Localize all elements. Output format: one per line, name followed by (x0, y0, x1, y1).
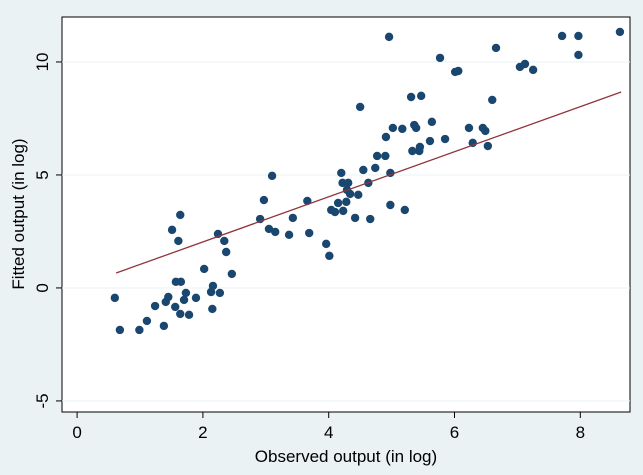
point (176, 309, 185, 319)
x-tick-label: 2 (198, 423, 207, 442)
point (355, 102, 365, 112)
point (464, 123, 474, 133)
point (371, 163, 380, 173)
point (381, 132, 391, 142)
point (135, 325, 144, 335)
point (330, 207, 340, 217)
point (142, 316, 152, 326)
point (615, 27, 625, 37)
point (406, 92, 416, 102)
x-tick-label: 4 (324, 423, 333, 442)
point (483, 141, 493, 151)
point (110, 293, 120, 303)
point (325, 251, 334, 261)
point (333, 198, 343, 208)
point (408, 146, 417, 156)
point (264, 224, 274, 234)
point (574, 50, 583, 60)
point (345, 189, 355, 199)
x-axis-title: Observed output (in log) (255, 447, 437, 466)
point (199, 264, 209, 274)
point (528, 65, 538, 75)
point (350, 213, 360, 223)
point (454, 66, 463, 76)
point (359, 165, 368, 175)
y-tick-label: 5 (33, 170, 52, 179)
point (381, 151, 390, 161)
point (557, 31, 567, 41)
point (305, 228, 314, 238)
point (176, 277, 186, 287)
point (425, 136, 435, 146)
point (208, 281, 218, 291)
point (574, 31, 583, 41)
y-tick-label: 10 (33, 53, 52, 72)
point (344, 178, 353, 188)
point (386, 200, 395, 210)
point (520, 59, 530, 69)
x-tick-label: 6 (450, 423, 459, 442)
point (416, 91, 426, 101)
point (338, 206, 348, 216)
point (400, 205, 410, 215)
point (159, 321, 169, 331)
point (398, 124, 407, 134)
point (220, 236, 229, 246)
point (427, 117, 437, 127)
point (435, 53, 445, 63)
point (366, 214, 375, 224)
point (481, 126, 490, 136)
point (491, 43, 501, 53)
point (184, 310, 194, 320)
point (384, 32, 394, 42)
point (167, 225, 177, 235)
point (342, 197, 351, 207)
y-axis-title: Fitted output (in log) (9, 138, 28, 289)
y-tick-label: -5 (33, 393, 52, 408)
y-tick-label: 0 (33, 283, 52, 292)
point (227, 269, 237, 279)
point (176, 210, 185, 220)
point (372, 151, 382, 161)
point (321, 239, 331, 249)
point (488, 95, 497, 105)
point (164, 292, 173, 302)
point (267, 171, 277, 181)
point (303, 196, 312, 206)
point (115, 325, 125, 335)
point (191, 293, 201, 303)
point (215, 288, 225, 298)
plot-area (61, 16, 631, 413)
point (337, 168, 346, 178)
x-tick-label: 0 (72, 423, 81, 442)
point (440, 134, 450, 144)
point (181, 288, 191, 298)
point (208, 304, 217, 314)
point (271, 227, 280, 237)
point (411, 123, 421, 133)
point (221, 247, 231, 257)
x-tick-label: 8 (576, 423, 585, 442)
point (388, 123, 398, 133)
point (171, 302, 180, 312)
point (354, 190, 363, 200)
point (259, 195, 269, 205)
point (179, 295, 189, 305)
fit-line (115, 91, 622, 274)
point (415, 142, 425, 152)
point (284, 230, 294, 240)
point (288, 213, 298, 223)
point (150, 301, 160, 311)
point (174, 236, 183, 246)
